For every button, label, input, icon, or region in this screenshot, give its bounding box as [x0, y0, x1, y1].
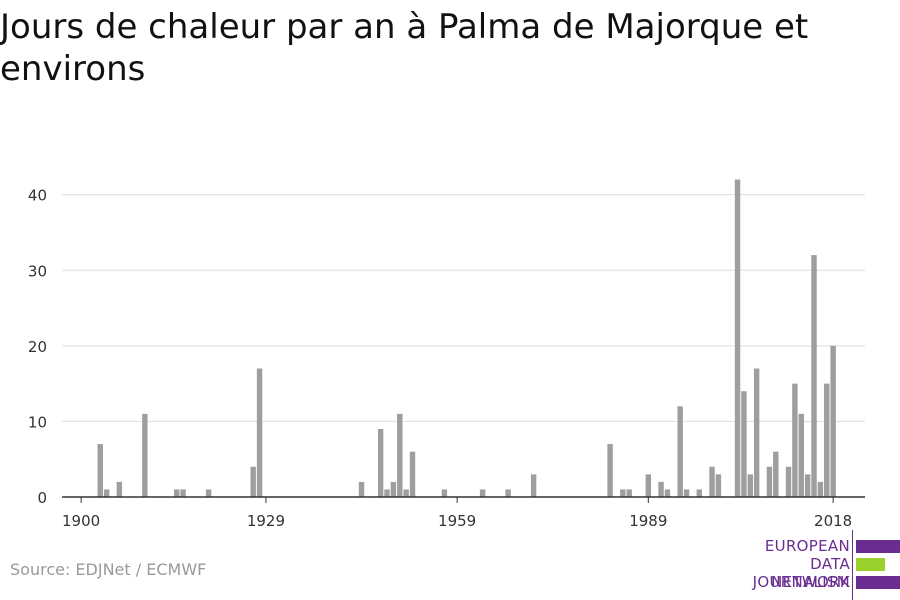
bar	[626, 489, 632, 497]
bar	[174, 489, 180, 497]
bar	[696, 489, 703, 497]
bar	[377, 428, 384, 497]
bar	[817, 481, 824, 497]
logo-line-3: NETWORK	[771, 573, 850, 591]
bar	[180, 489, 186, 497]
logo-line-1: EUROPEAN	[764, 537, 850, 555]
bar	[142, 413, 148, 497]
bar	[397, 413, 403, 497]
bar	[709, 466, 715, 497]
bar	[607, 444, 613, 497]
bar	[715, 474, 722, 497]
chart-title: Jours de chaleur par an à Palma de Major…	[0, 7, 809, 89]
bar	[384, 489, 390, 497]
axes: 0 10 20 30 40 1900 1929 1959 1989 2018	[28, 187, 865, 530]
bar	[441, 489, 448, 497]
bars	[97, 179, 836, 497]
bar	[683, 489, 690, 497]
bar	[358, 481, 365, 497]
bar	[256, 368, 263, 497]
gridlines	[62, 194, 865, 422]
bar	[785, 466, 792, 497]
bar	[250, 466, 256, 497]
bar	[409, 451, 416, 497]
bar	[505, 489, 511, 497]
bar	[479, 489, 486, 497]
bar	[811, 255, 817, 497]
bar	[753, 368, 760, 497]
bar	[658, 481, 664, 497]
bar	[773, 451, 779, 497]
bar	[741, 391, 747, 497]
bar	[97, 444, 103, 497]
bar	[824, 383, 830, 497]
bar	[747, 474, 753, 497]
bar	[664, 489, 671, 497]
bar	[766, 466, 773, 497]
y-tick-label: 30	[28, 262, 47, 280]
bar	[792, 383, 798, 497]
logo-bar-bottom	[856, 576, 900, 589]
bar	[798, 413, 804, 497]
bar	[390, 481, 397, 497]
logo-bar-middle	[856, 558, 885, 571]
y-tick-label: 10	[28, 413, 47, 431]
bar	[530, 474, 537, 497]
logo-bar-top	[856, 540, 900, 553]
bar	[205, 489, 212, 497]
bar	[734, 179, 741, 497]
bar	[830, 345, 836, 497]
logo-divider	[852, 530, 853, 600]
bar	[103, 489, 110, 497]
x-tick-label: 1929	[247, 512, 285, 530]
source-note: Source: EDJNet / ECMWF	[10, 560, 207, 579]
edjnet-logo: EUROPEAN DATA JOURNALISM NETWORK	[710, 530, 900, 600]
logo-line-2: DATA JOURNALISM	[752, 555, 850, 591]
x-tick-label: 1959	[438, 512, 476, 530]
x-tick-label: 1900	[62, 512, 100, 530]
y-tick-label: 0	[37, 489, 47, 507]
x-tick-label: 1989	[629, 512, 667, 530]
bar	[645, 474, 652, 497]
y-tick-label: 20	[28, 338, 47, 356]
y-tick-label: 40	[28, 187, 47, 205]
bar	[116, 481, 123, 497]
bar	[804, 474, 811, 497]
bar	[620, 489, 626, 497]
bar	[403, 489, 409, 497]
x-tick-label: 2018	[814, 512, 852, 530]
bar	[677, 406, 683, 497]
